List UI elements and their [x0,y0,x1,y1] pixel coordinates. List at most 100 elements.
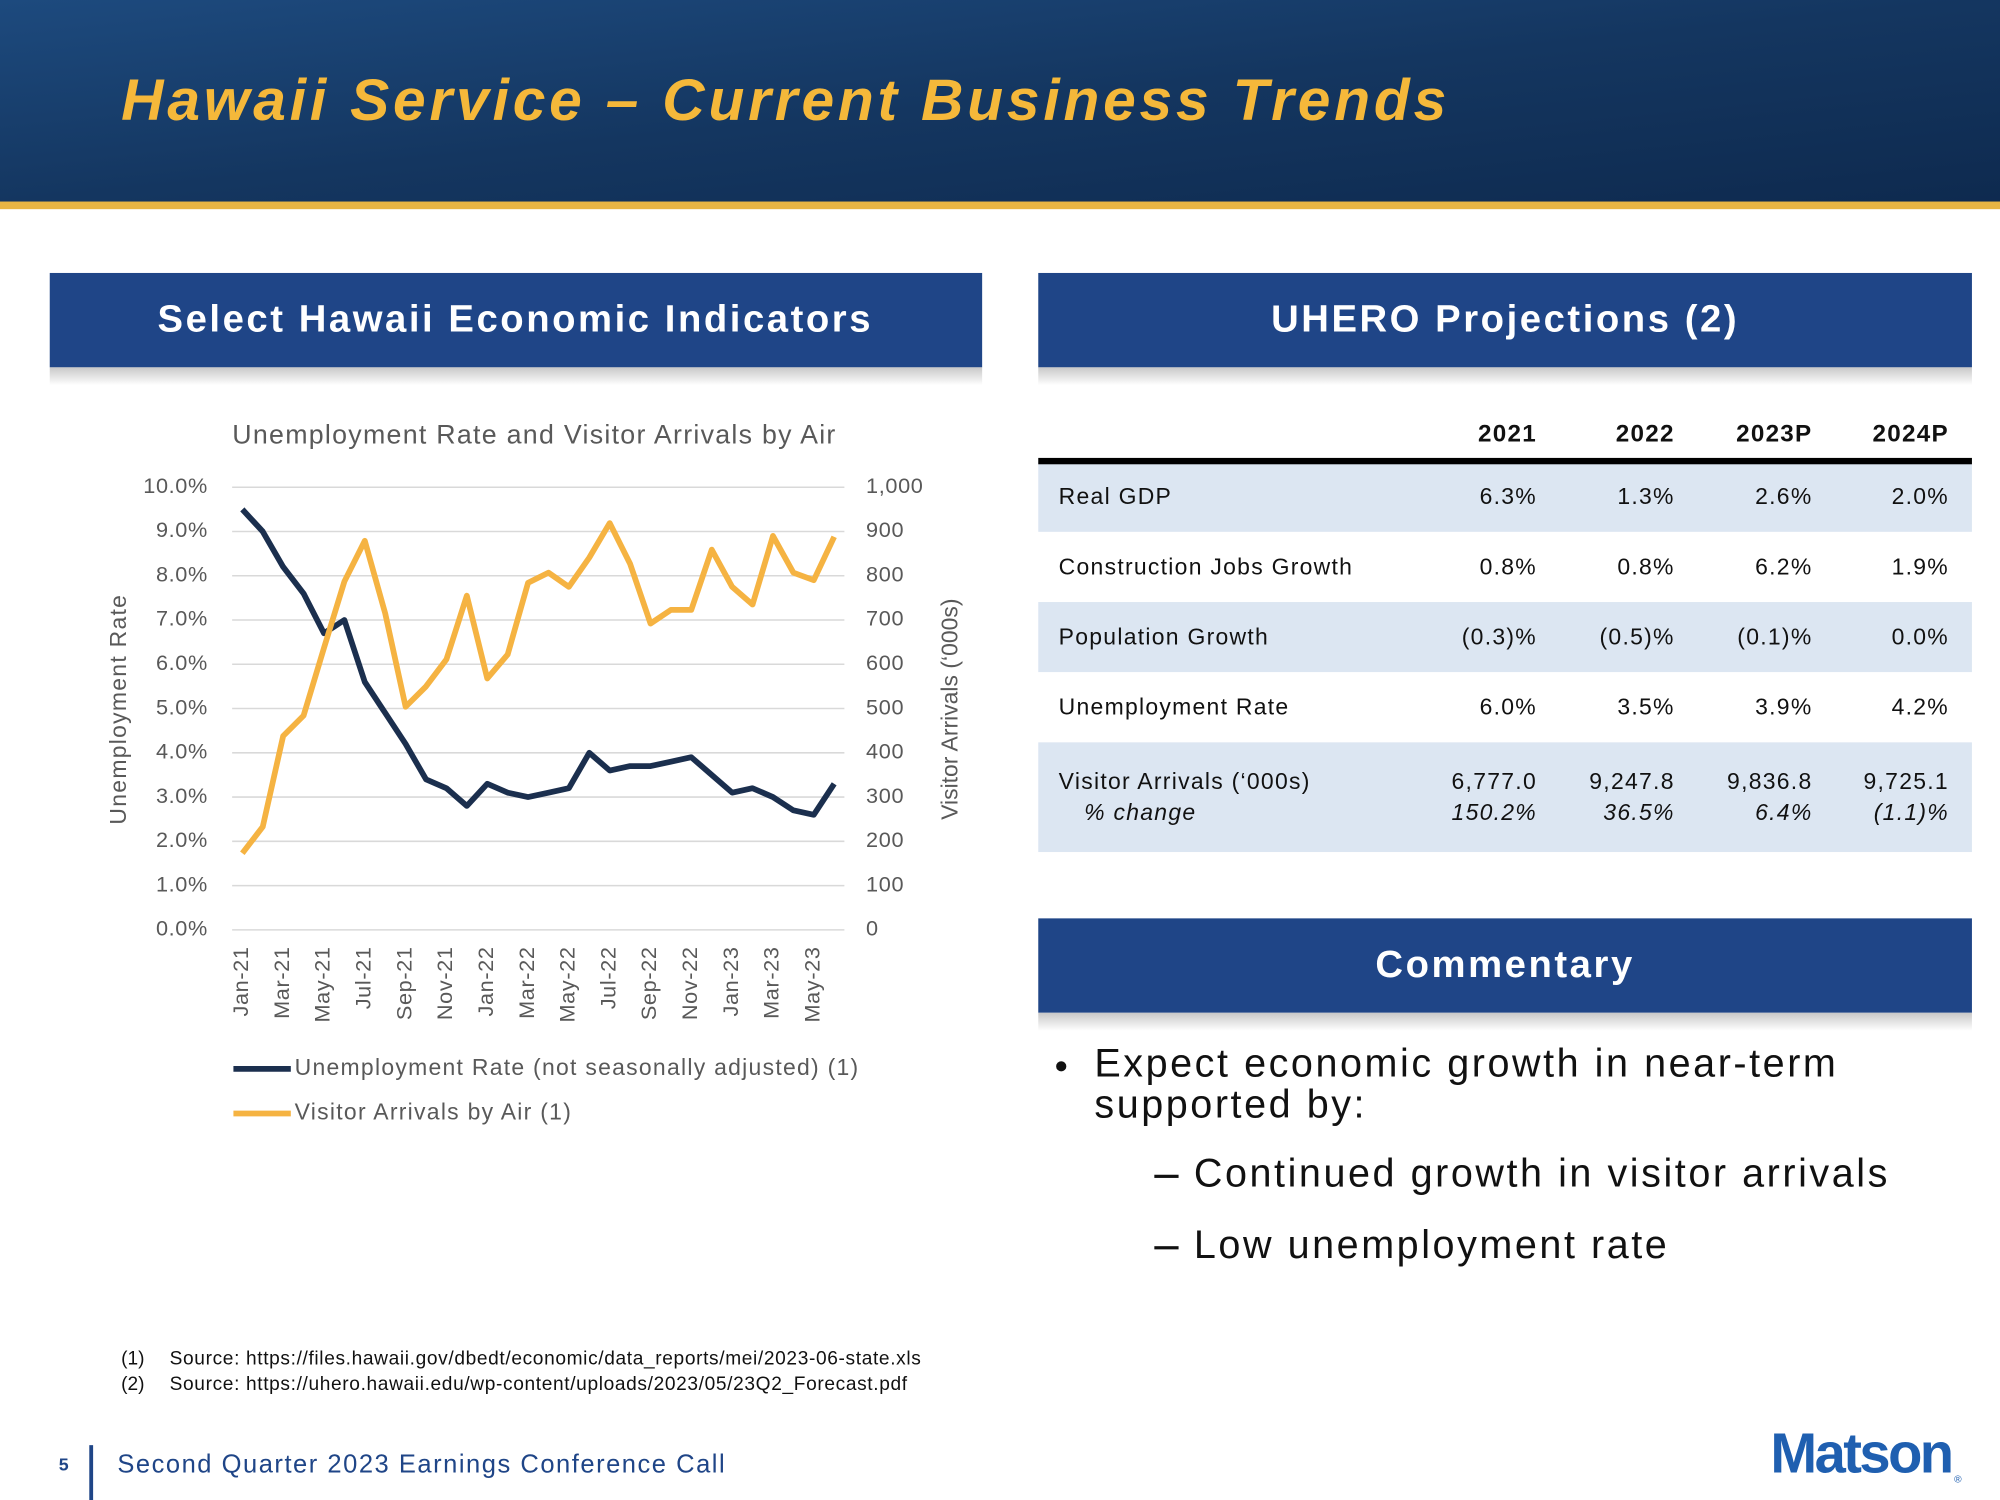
x-tick-label: Jan-21 [228,946,253,1016]
panel-title: Commentary [1375,943,1634,986]
y2-tick-label: 200 [866,827,904,852]
x-tick-label: Jan-22 [473,946,498,1016]
cell: 3.5% [1617,694,1674,720]
y2-tick-label: 0 [866,916,879,941]
cell: 6.4% [1755,799,1812,825]
subitem-text: Low unemployment rate [1194,1223,1669,1267]
y2-tick-label: 700 [866,606,904,631]
panel-header [1038,272,1972,368]
logo: Matson [1770,1422,1951,1485]
y2-axis-title: Visitor Arrivals (‘000s) [937,598,963,819]
row-label: Unemployment Rate [1059,694,1290,720]
panel-shadow [1038,367,1972,386]
row-band [1038,461,1972,532]
y2-tick-label: 1,000 [866,473,923,498]
y-tick-label: 1.0% [156,871,208,896]
commentary: Expect economic growth in near-termsuppo… [1056,1042,1890,1267]
cell: 36.5% [1603,799,1674,825]
cell: 0.0% [1892,623,1949,649]
x-tick-label: Jul-21 [351,946,376,1009]
row-sublabel: % change [1084,799,1196,825]
cell: 9,836.8 [1727,768,1812,794]
footnote-text: Source: https://files.hawaii.gov/dbedt/e… [170,1349,922,1370]
series-line [240,507,837,818]
y-tick-label: 8.0% [156,561,208,586]
x-tick-label: Mar-21 [269,946,294,1018]
y2-tick-label: 600 [866,650,904,675]
y-tick-label: 2.0% [156,827,208,852]
footer-divider [89,1445,94,1500]
cell: 6,777.0 [1452,768,1537,794]
y-tick-label: 9.0% [156,517,208,542]
y2-tick-label: 500 [866,694,904,719]
y-tick-label: 0.0% [156,916,208,941]
cell: 2.0% [1892,483,1949,509]
panel-header [1038,918,1972,1013]
row-band [1038,531,1972,603]
row-label: Real GDP [1059,483,1172,509]
cell: 6.0% [1480,694,1537,720]
column-header: 2021 [1478,420,1537,447]
page-title: Hawaii Service – Current Business Trends [121,68,1450,133]
row-band [1038,602,1972,673]
x-tick-label: Sep-21 [391,946,416,1020]
column-header: 2023P [1736,420,1812,447]
cell: 4.2% [1892,694,1949,720]
footnote-marker: (1) [121,1349,144,1370]
cell: 1.9% [1892,553,1949,579]
cell: 9,725.1 [1864,768,1949,794]
subitem-text: Continued growth in visitor arrivals [1194,1151,1890,1195]
table: 2021 2022 2023P 2024P Real GDP 6.3% 1.3% 2.6% 2.… [1038,420,1972,853]
bullet-text: supported by: [1094,1083,1367,1127]
column-header: 2022 [1616,420,1675,447]
page-number: 5 [59,1454,69,1474]
cell: (0.5)% [1600,623,1675,649]
cell: 6.3% [1480,483,1537,509]
y2-tick-label: 800 [866,561,904,586]
cell: 9,247.8 [1589,768,1674,794]
panel-shadow [1038,1012,1972,1031]
row-label: Population Growth [1059,623,1269,649]
cell: 0.8% [1480,553,1537,579]
y2-tick-label: 300 [866,783,904,808]
cell: (0.3)% [1462,623,1537,649]
cell: (1.1)% [1874,799,1949,825]
footnote-text: Source: https://uhero.hawaii.edu/wp-cont… [170,1374,908,1395]
cell: 6.2% [1755,553,1812,579]
footer: (1) Source: https://files.hawaii.gov/dbed… [59,1349,1962,1500]
chart: Unemployment Rate and Visitor Arrivals b… [105,419,963,1124]
x-tick-label: Jan-23 [718,946,743,1016]
column-header: 2024P [1873,420,1949,447]
cell: 0.8% [1617,553,1674,579]
x-tick-label: May-21 [310,946,335,1022]
x-tick-label: Sep-22 [636,946,661,1020]
x-tick-label: Mar-22 [514,946,539,1018]
x-tick-label: Jul-22 [595,946,620,1009]
x-tick-label: Nov-21 [432,946,457,1020]
x-tick-label: Nov-22 [677,946,702,1020]
chart-title: Unemployment Rate and Visitor Arrivals b… [232,419,836,449]
row-label: Visitor Arrivals (‘000s) [1059,768,1311,794]
y-tick-label: 5.0% [156,694,208,719]
panel-title: Select Hawaii Economic Indicators [158,298,874,341]
y-tick-label: 10.0% [143,473,208,498]
row-band [1038,742,1972,853]
x-tick-label: May-22 [555,946,580,1022]
panel-shadow [49,367,983,386]
footer-text: Second Quarter 2023 Earnings Conference … [117,1450,726,1478]
series-line [240,520,837,856]
cell: 3.9% [1755,694,1812,720]
row-label: Construction Jobs Growth [1059,553,1354,579]
legend-label: Unemployment Rate (not seasonally adjust… [295,1054,860,1080]
cell: 1.3% [1617,483,1674,509]
legend-label: Visitor Arrivals by Air (1) [295,1099,572,1125]
y-axis-title: Unemployment Rate [105,594,131,825]
cell: 150.2% [1452,799,1537,825]
y-tick-label: 4.0% [156,739,208,764]
footnote-marker: (2) [121,1374,144,1395]
x-tick-label: Mar-23 [759,946,784,1018]
bullet-text: Expect economic growth in near-term [1094,1042,1838,1086]
panel-title: UHERO Projections (2) [1271,298,1739,341]
x-tick-label: May-23 [800,946,825,1022]
logo-mark: ® [1954,1474,1962,1485]
